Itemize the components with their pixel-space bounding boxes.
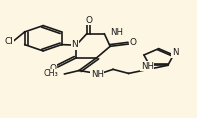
Text: N: N <box>72 40 78 49</box>
Text: NH: NH <box>111 28 124 37</box>
Text: Cl: Cl <box>4 37 13 46</box>
Text: CH₃: CH₃ <box>44 70 59 78</box>
Text: O: O <box>85 16 92 25</box>
Text: NH: NH <box>141 62 154 71</box>
Text: O: O <box>129 38 136 47</box>
Text: N: N <box>172 48 178 57</box>
Text: NH: NH <box>91 70 104 79</box>
Text: O: O <box>49 64 56 73</box>
